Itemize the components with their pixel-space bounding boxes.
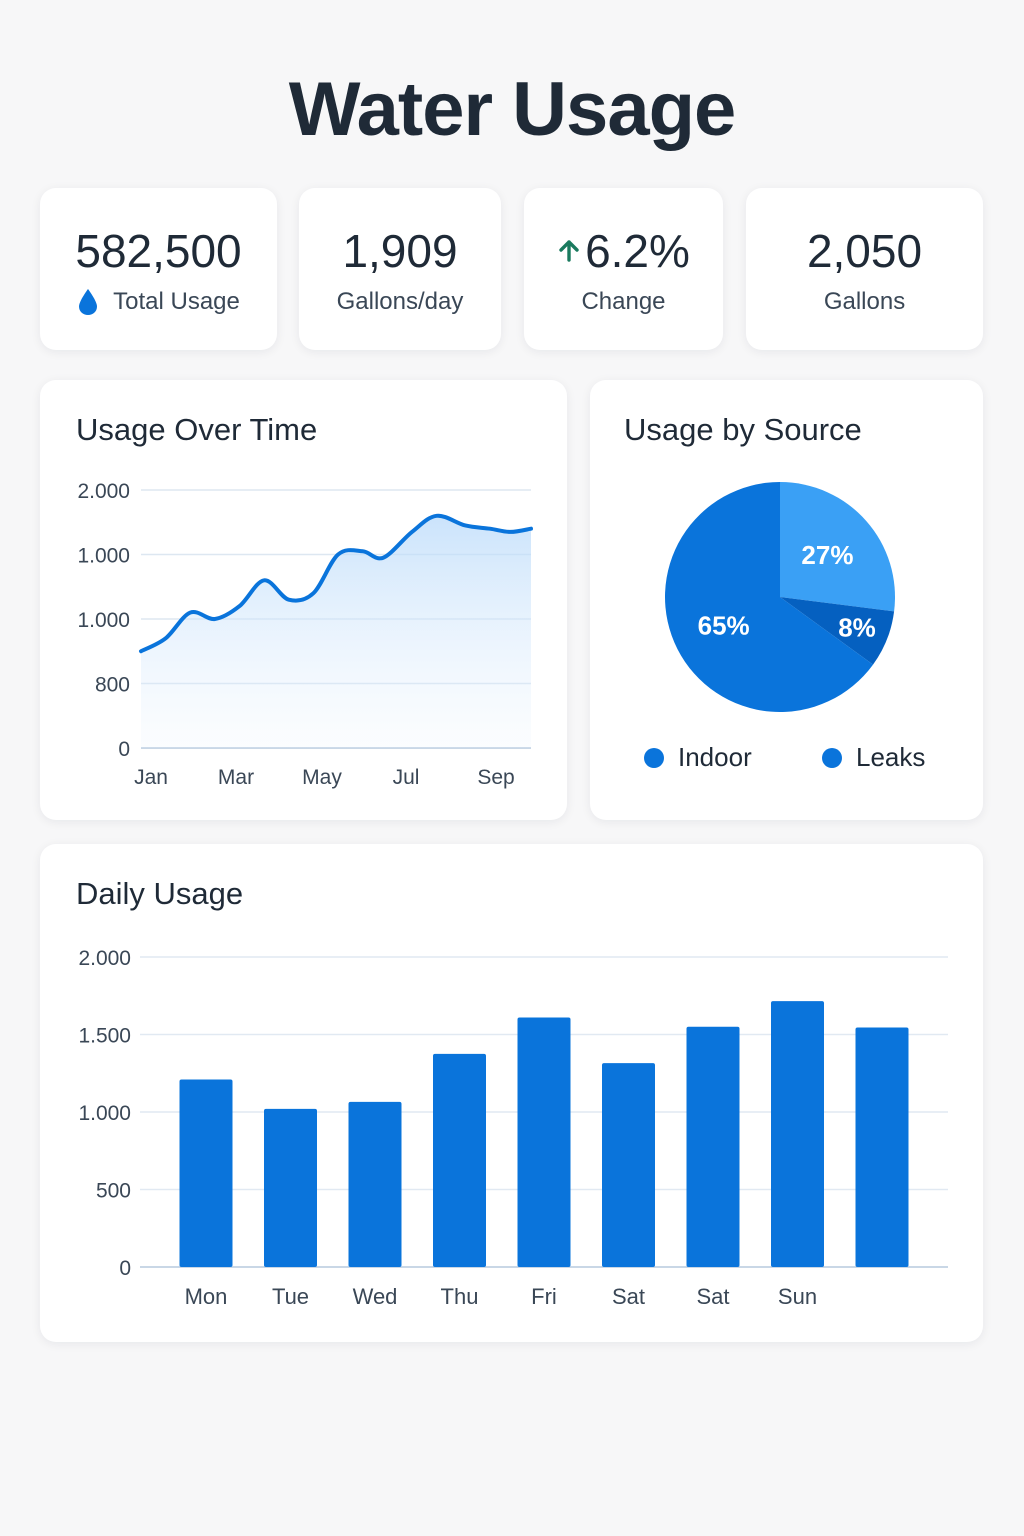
kpi-label: Gallons/day: [336, 288, 464, 315]
kpi-value: 6.2%: [585, 225, 690, 277]
bar: [686, 1026, 740, 1267]
kpi-value: 1,909: [342, 225, 458, 277]
x-tick-label: Fri: [531, 1284, 557, 1309]
pie-slice-label: 8%: [838, 612, 876, 642]
page-title: Water Usage: [288, 67, 737, 152]
pie-slice: [780, 482, 895, 612]
bar: [433, 1053, 486, 1267]
kpi-card-total-usage: 582,500 Total Usage: [40, 188, 277, 350]
y-tick-label: 800: [95, 674, 130, 697]
kpi-value: 2,050: [806, 225, 923, 277]
bar: [602, 1063, 655, 1267]
pie-slice-label: 27%: [801, 540, 853, 570]
usage-by-source-card: Usage by Source 27% 8% 65% Indoor Leaks: [590, 380, 983, 820]
series-line: [139, 513, 533, 654]
y-tick-label: 1.500: [78, 1025, 131, 1048]
legend-item-indoor: Indoor: [644, 742, 752, 773]
x-tick-label: Tue: [272, 1284, 309, 1309]
x-tick-label: May: [302, 766, 342, 789]
pie-slice: [780, 597, 895, 665]
bar: [517, 1017, 571, 1267]
x-tick-label: Sun: [778, 1284, 817, 1309]
kpi-label: Total Usage: [113, 288, 240, 315]
pie-slice-label: 65%: [698, 611, 750, 641]
kpi-card-change: 6.2% Change: [524, 188, 723, 350]
bar: [264, 1108, 317, 1267]
chart-title: Usage by Source: [624, 412, 862, 447]
area-fill: [141, 515, 531, 748]
kpi-value: 582,500: [75, 225, 242, 277]
bar: [179, 1079, 233, 1267]
legend-label: Leaks: [856, 742, 926, 772]
bar: [771, 1001, 824, 1267]
pie-slice: [665, 482, 874, 712]
usage-by-source-chart: 27% 8% 65%: [665, 482, 895, 712]
y-tick-label: 500: [96, 1180, 131, 1203]
daily-usage-card: Daily Usage 0 500 1.000 1.500 2.000 Mon Tue Wed…: [40, 844, 983, 1342]
kpi-card-gallons-per-day: 1,909 Gallons/day: [299, 188, 501, 350]
daily-usage-chart: 0 500 1.000 1.500 2.000 Mon Tue Wed Thu Fri Sat Sat…: [78, 947, 948, 1309]
x-tick-label: Sat: [612, 1284, 645, 1309]
y-tick-label: 2.000: [78, 947, 131, 970]
x-tick-label: Mon: [185, 1284, 228, 1309]
usage-over-time-card: Usage Over Time 0 800 1.000 1.000 2.000 Jan Ma…: [40, 380, 567, 820]
chart-title: Usage Over Time: [76, 412, 318, 447]
x-tick-label: Sep: [477, 766, 514, 789]
usage-over-time-chart: 0 800 1.000 1.000 2.000 Jan Mar May Jul Sep: [77, 480, 533, 789]
x-tick-label: Wed: [353, 1284, 398, 1309]
legend-label: Indoor: [678, 742, 752, 772]
kpi-label: Gallons: [823, 288, 906, 315]
kpi-label: Change: [581, 288, 666, 315]
chart-title: Daily Usage: [76, 876, 244, 911]
x-tick-label: Jan: [134, 766, 168, 789]
legend-item-leaks: Leaks: [822, 742, 925, 773]
bar: [348, 1101, 402, 1267]
kpi-card-gallons: 2,050 Gallons: [746, 188, 983, 350]
x-tick-label: Thu: [441, 1284, 479, 1309]
arrow-up-icon: [559, 240, 579, 262]
y-tick-label: 0: [118, 738, 130, 761]
water-drop-icon: [79, 289, 98, 315]
x-tick-label: Jul: [393, 766, 420, 789]
y-tick-label: 1.000: [77, 609, 130, 632]
x-tick-label: Sat: [696, 1284, 729, 1309]
bar: [855, 1027, 909, 1267]
y-tick-label: 1.000: [78, 1102, 131, 1125]
x-tick-label: Mar: [218, 766, 254, 789]
legend-swatch: [822, 747, 842, 768]
y-tick-label: 0: [119, 1257, 131, 1280]
y-tick-label: 1.000: [77, 545, 130, 568]
legend-swatch: [644, 747, 664, 768]
y-tick-label: 2.000: [77, 480, 130, 503]
